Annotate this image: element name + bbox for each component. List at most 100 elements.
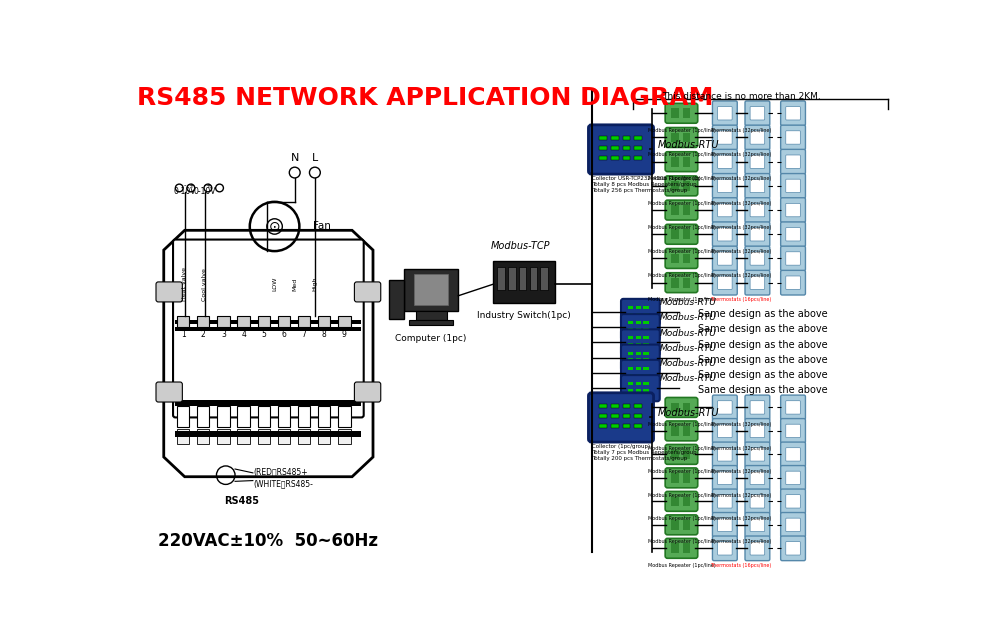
Bar — [683, 426, 690, 436]
FancyBboxPatch shape — [665, 200, 698, 220]
Bar — [671, 278, 679, 287]
Text: RS485: RS485 — [224, 496, 259, 506]
Text: Modbus-RTU: Modbus-RTU — [660, 344, 717, 353]
Bar — [611, 413, 619, 418]
FancyBboxPatch shape — [781, 442, 805, 467]
Bar — [671, 157, 679, 167]
FancyBboxPatch shape — [712, 246, 737, 271]
Bar — [636, 389, 641, 392]
Bar — [683, 278, 690, 287]
FancyBboxPatch shape — [712, 174, 737, 198]
FancyBboxPatch shape — [745, 198, 770, 223]
Bar — [643, 352, 649, 355]
Text: Modbus-RTU: Modbus-RTU — [660, 298, 717, 307]
Bar — [636, 352, 641, 355]
Text: Modbus-RTU: Modbus-RTU — [660, 375, 717, 384]
FancyBboxPatch shape — [718, 179, 732, 193]
Text: Modbus Repeater (1pc/line): Modbus Repeater (1pc/line) — [648, 446, 715, 450]
FancyBboxPatch shape — [745, 489, 770, 514]
Text: Modbus Repeater (1pc/line): Modbus Repeater (1pc/line) — [648, 200, 715, 205]
Bar — [318, 429, 330, 445]
Bar — [643, 382, 649, 385]
Bar — [671, 230, 679, 239]
Bar — [298, 429, 310, 445]
Bar — [671, 403, 679, 412]
Bar — [643, 389, 649, 392]
Bar — [611, 404, 619, 408]
Bar — [636, 306, 641, 309]
FancyBboxPatch shape — [621, 375, 660, 401]
FancyBboxPatch shape — [665, 492, 698, 511]
Bar — [175, 326, 361, 331]
Bar — [623, 413, 630, 418]
Bar — [409, 321, 453, 325]
Bar — [683, 181, 690, 191]
Text: L: L — [312, 153, 318, 163]
Text: 7: 7 — [302, 330, 306, 339]
Bar — [636, 382, 641, 385]
Bar — [628, 328, 633, 331]
FancyBboxPatch shape — [718, 495, 732, 508]
FancyBboxPatch shape — [665, 249, 698, 268]
Bar — [175, 320, 361, 324]
FancyBboxPatch shape — [665, 273, 698, 293]
FancyBboxPatch shape — [781, 466, 805, 490]
Bar — [623, 135, 630, 140]
Text: Modbus Repeater (1pc/line): Modbus Repeater (1pc/line) — [648, 539, 715, 544]
FancyBboxPatch shape — [718, 471, 732, 485]
Text: Same design as the above: Same design as the above — [698, 385, 828, 396]
Bar — [611, 156, 619, 160]
FancyBboxPatch shape — [786, 401, 800, 414]
FancyBboxPatch shape — [621, 329, 660, 356]
Text: Modbus Repeater (1pc/line): Modbus Repeater (1pc/line) — [648, 563, 715, 568]
FancyBboxPatch shape — [354, 382, 381, 402]
Bar — [599, 135, 607, 140]
FancyBboxPatch shape — [781, 149, 805, 174]
Text: Collector USR-TCP232-410b (1pc/group)
Totally 8 pcs Modbus Repeaters/group
Total: Collector USR-TCP232-410b (1pc/group) To… — [592, 176, 700, 193]
Text: Collector (1pc/group)
Totally 7 pcs Modbus Repeaters/group
Totally 200 pcs Therm: Collector (1pc/group) Totally 7 pcs Modb… — [592, 445, 696, 461]
Bar — [197, 316, 209, 326]
Bar — [628, 343, 633, 346]
FancyBboxPatch shape — [781, 536, 805, 561]
Bar — [197, 429, 209, 445]
Bar — [683, 497, 690, 506]
Bar — [671, 181, 679, 191]
Text: 220VAC±10%  50~60Hz: 220VAC±10% 50~60Hz — [158, 532, 378, 550]
FancyBboxPatch shape — [745, 395, 770, 420]
FancyBboxPatch shape — [718, 228, 732, 241]
Text: Modbus-RTU: Modbus-RTU — [658, 408, 720, 418]
Bar — [530, 267, 537, 291]
Bar — [217, 406, 230, 427]
FancyBboxPatch shape — [718, 424, 732, 438]
Text: 9: 9 — [342, 330, 347, 339]
FancyBboxPatch shape — [781, 246, 805, 271]
FancyBboxPatch shape — [621, 299, 660, 325]
FancyBboxPatch shape — [750, 471, 765, 485]
FancyBboxPatch shape — [588, 393, 654, 442]
Text: Modbus Repeater (1pc/line): Modbus Repeater (1pc/line) — [648, 249, 715, 254]
Bar — [599, 424, 607, 428]
FancyBboxPatch shape — [781, 198, 805, 223]
Bar — [599, 146, 607, 150]
FancyBboxPatch shape — [718, 252, 732, 265]
FancyBboxPatch shape — [665, 421, 698, 441]
Bar — [683, 473, 690, 483]
FancyBboxPatch shape — [354, 282, 381, 302]
Text: 3: 3 — [221, 330, 226, 339]
FancyBboxPatch shape — [712, 270, 737, 295]
Text: Thermostats (32pcs/line): Thermostats (32pcs/line) — [710, 469, 772, 474]
FancyBboxPatch shape — [781, 418, 805, 443]
FancyBboxPatch shape — [750, 179, 765, 193]
FancyBboxPatch shape — [745, 246, 770, 271]
Text: Thermostats (16pcs/line): Thermostats (16pcs/line) — [710, 563, 772, 568]
FancyBboxPatch shape — [750, 252, 765, 265]
Text: Modbus Repeater (1pc/line): Modbus Repeater (1pc/line) — [648, 516, 715, 521]
Bar — [611, 146, 619, 150]
Bar — [634, 156, 642, 160]
FancyBboxPatch shape — [750, 131, 765, 144]
FancyBboxPatch shape — [786, 228, 800, 241]
FancyBboxPatch shape — [712, 418, 737, 443]
Bar — [217, 429, 230, 445]
Bar — [636, 321, 641, 324]
Bar — [318, 406, 330, 427]
